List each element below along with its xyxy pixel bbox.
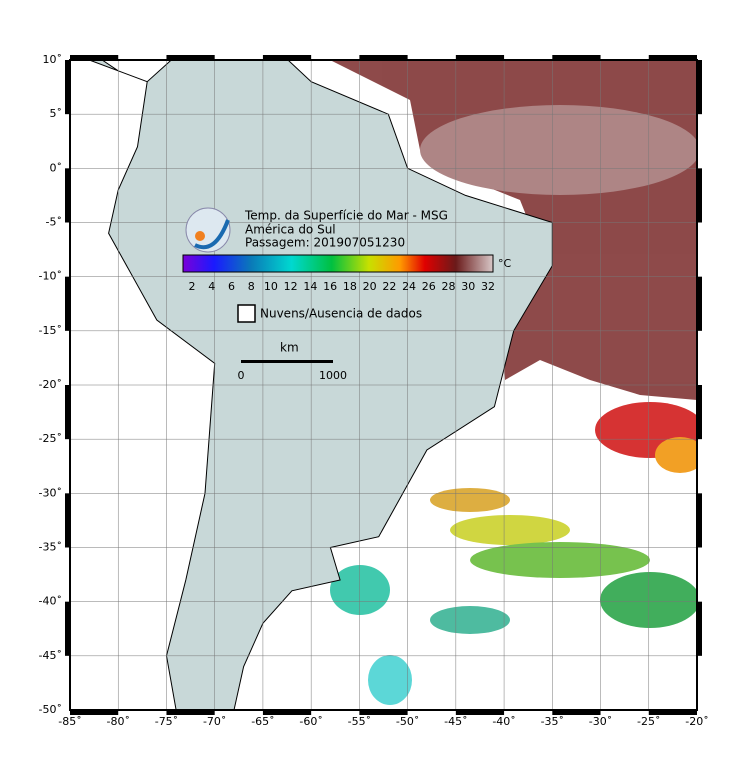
map-area <box>70 60 697 710</box>
frame-ticks: -85˚ -80˚ -75˚ -70˚ -65˚ -60˚ -55˚ -50˚ -45˚ -40˚… <box>39 53 709 728</box>
frame-segment <box>65 493 70 548</box>
lon-label: -55˚ <box>348 715 371 728</box>
frame-segment <box>648 710 697 715</box>
lon-label: -75˚ <box>155 715 178 728</box>
scale-unit: km <box>280 341 299 355</box>
colorbar-label: 4 <box>208 280 215 293</box>
frame-segment <box>697 276 702 331</box>
frame-segment <box>65 168 70 223</box>
colorbar-label: 14 <box>303 280 317 293</box>
logo <box>185 207 231 253</box>
frame-segment <box>70 55 119 60</box>
logo-dot <box>195 231 205 241</box>
lat-label: -45˚ <box>39 649 62 662</box>
frame-segment <box>697 493 702 548</box>
colorbar-label: 30 <box>461 280 475 293</box>
legend-swatch <box>237 304 256 323</box>
frame-segment <box>455 710 505 715</box>
lon-label: -65˚ <box>251 715 274 728</box>
frame-segment <box>455 55 505 60</box>
lat-label: 0˚ <box>50 161 63 174</box>
lat-label: -40˚ <box>39 595 62 608</box>
title: Temp. da Superfície do Mar - MSG <box>244 209 448 223</box>
frame-segment <box>697 385 702 440</box>
lat-label: -20˚ <box>39 378 62 391</box>
colorbar-label: 10 <box>264 280 278 293</box>
frame-segment <box>697 601 702 656</box>
frame-segment <box>359 55 408 60</box>
lon-label: -85˚ <box>58 715 81 728</box>
frame-segment <box>697 60 702 115</box>
lon-label: -25˚ <box>637 715 660 728</box>
lat-label: 10˚ <box>43 53 63 66</box>
lat-label: -35˚ <box>39 541 62 554</box>
colorbar-label: 8 <box>248 280 255 293</box>
frame-segment <box>262 710 312 715</box>
frame-segment <box>65 60 70 115</box>
lon-label: -35˚ <box>541 715 564 728</box>
frame-segment <box>65 601 70 656</box>
lon-label: -20˚ <box>685 715 708 728</box>
colorbar-unit: °C <box>498 257 512 270</box>
lat-label: -15˚ <box>39 324 62 337</box>
frame-segment <box>697 168 702 223</box>
colorbar-label: 16 <box>323 280 337 293</box>
colorbar-label: 12 <box>284 280 298 293</box>
frame-segment <box>552 710 601 715</box>
scale-bar <box>241 360 333 363</box>
frame-segment <box>65 385 70 440</box>
colorbar-label: 28 <box>442 280 456 293</box>
colorbar-label: 2 <box>189 280 196 293</box>
pass: Passagem: 201907051230 <box>245 236 405 250</box>
lon-label: -30˚ <box>589 715 612 728</box>
frame-segment <box>359 710 408 715</box>
colorbar-labels: 2 4 6 8 10 12 14 16 18 20 22 24 26 28 30 32 <box>189 280 496 293</box>
sst-patches <box>330 60 697 705</box>
lat-label: -50˚ <box>39 703 62 716</box>
scale-label: 0 <box>238 369 245 382</box>
lat-label: -5˚ <box>46 216 62 229</box>
colorbar <box>182 254 494 273</box>
frame-segment <box>70 710 119 715</box>
lon-label: -40˚ <box>492 715 515 728</box>
frame-segment <box>648 55 697 60</box>
logo-arrow <box>194 219 230 250</box>
frame-segment <box>65 276 70 331</box>
lat-label: -25˚ <box>39 432 62 445</box>
colorbar-label: 26 <box>422 280 436 293</box>
region: América do Sul <box>245 223 336 237</box>
lon-label: -45˚ <box>444 715 467 728</box>
frame-segment <box>166 710 215 715</box>
colorbar-label: 20 <box>363 280 377 293</box>
colorbar-label: 22 <box>382 280 396 293</box>
colorbar-label: 6 <box>228 280 235 293</box>
scale-label: 1000 <box>319 369 347 382</box>
lat-label: 5˚ <box>50 107 63 120</box>
colorbar-label: 24 <box>402 280 416 293</box>
lat-label: -10˚ <box>39 270 62 283</box>
frame-segment <box>166 55 215 60</box>
legend-text: Nuvens/Ausencia de dados <box>260 307 422 321</box>
lat-label: -30˚ <box>39 486 62 499</box>
lon-label: -70˚ <box>203 715 226 728</box>
lon-label: -80˚ <box>106 715 129 728</box>
lon-label: -60˚ <box>299 715 322 728</box>
lon-label: -50˚ <box>396 715 419 728</box>
frame-segment <box>262 55 312 60</box>
graticule <box>70 60 697 710</box>
colorbar-label: 32 <box>481 280 495 293</box>
frame-segment <box>552 55 601 60</box>
colorbar-label: 18 <box>343 280 357 293</box>
